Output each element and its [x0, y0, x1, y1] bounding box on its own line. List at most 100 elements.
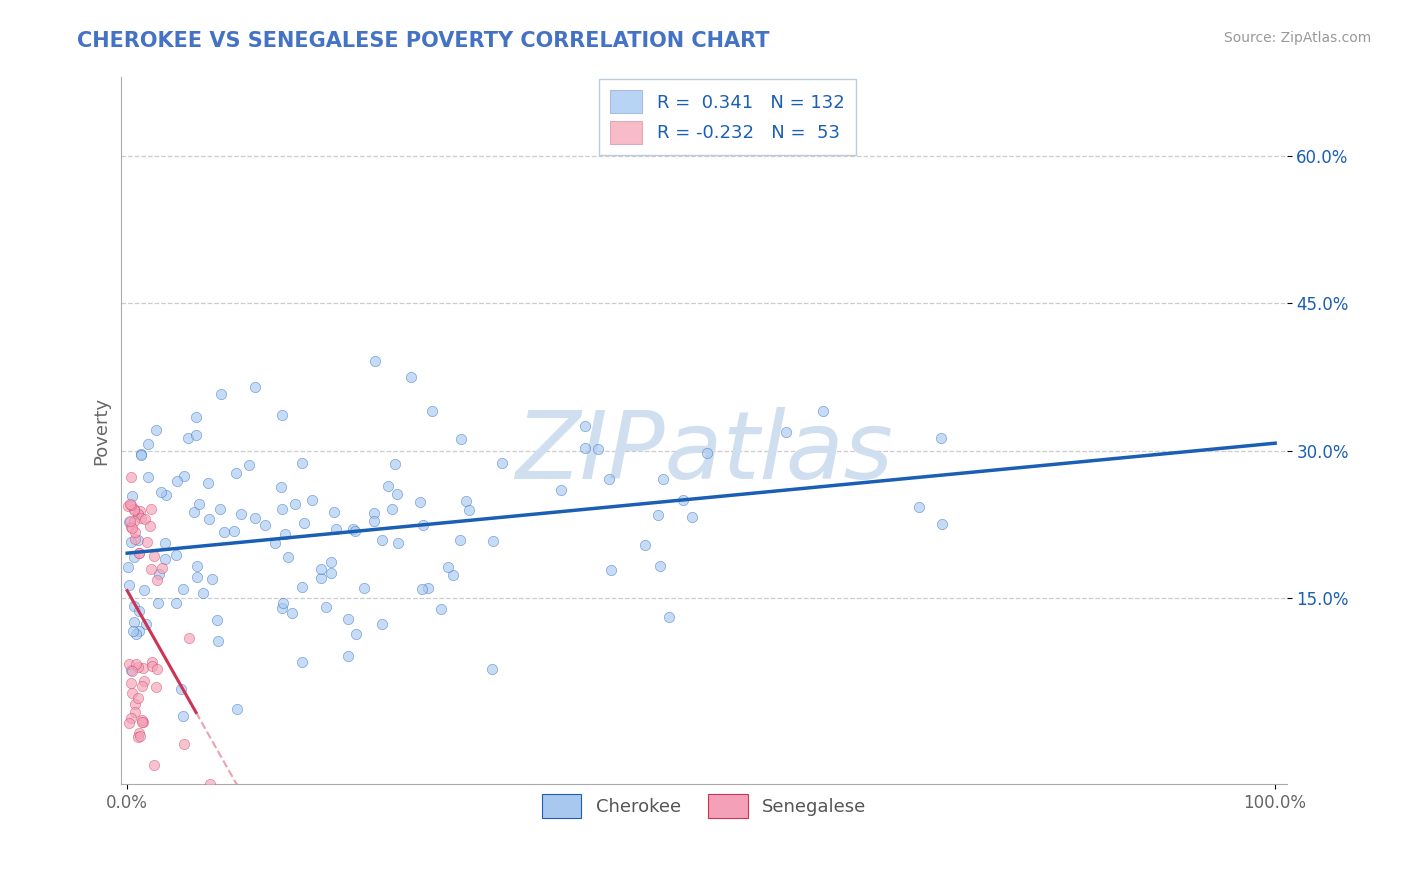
Point [658, 609, 681, 624]
Point [129, 447, 152, 461]
Point [120, 498, 142, 512]
Point [384, 457, 406, 471]
Point [134, 582, 156, 597]
Point [177, 431, 200, 445]
Point [118, 657, 141, 672]
Point [574, 419, 596, 434]
Point [600, 563, 623, 577]
Point [931, 517, 953, 532]
Point [121, 489, 143, 503]
Point [173, 469, 195, 483]
Point [145, 423, 167, 437]
Text: ZIPatlas: ZIPatlas [515, 407, 893, 498]
Point [121, 624, 143, 638]
Point [143, 549, 166, 564]
Point [139, 502, 162, 516]
Text: Source: ZipAtlas.com: Source: ZipAtlas.com [1223, 31, 1371, 45]
Point [120, 710, 142, 724]
Point [136, 436, 159, 450]
Point [281, 606, 304, 620]
Point [170, 681, 193, 696]
Point [309, 571, 332, 585]
Point [184, 409, 207, 424]
Point [172, 709, 194, 723]
Point [238, 458, 260, 472]
Point [129, 729, 152, 743]
Point [291, 580, 314, 594]
Point [811, 404, 834, 418]
Point [929, 431, 952, 445]
Point [270, 601, 292, 615]
Point [131, 679, 153, 693]
Point [457, 502, 479, 516]
Point [315, 599, 337, 614]
Point [264, 536, 287, 550]
Point [416, 582, 439, 596]
Point [122, 615, 145, 630]
Point [634, 538, 657, 552]
Point [443, 567, 465, 582]
Point [197, 475, 219, 490]
Point [165, 548, 187, 562]
Point [127, 508, 149, 522]
Point [127, 730, 149, 744]
Legend: Cherokee, Senegalese: Cherokee, Senegalese [534, 788, 873, 825]
Point [696, 446, 718, 460]
Point [377, 478, 399, 492]
Y-axis label: Poverty: Poverty [93, 397, 110, 465]
Point [124, 502, 146, 516]
Point [148, 566, 170, 581]
Point [481, 534, 503, 549]
Point [586, 442, 609, 456]
Point [118, 715, 141, 730]
Point [284, 497, 307, 511]
Point [124, 706, 146, 720]
Point [149, 485, 172, 500]
Point [131, 713, 153, 727]
Point [343, 524, 366, 538]
Point [128, 504, 150, 518]
Point [118, 514, 141, 528]
Point [226, 702, 249, 716]
Point [117, 559, 139, 574]
Point [385, 487, 408, 501]
Point [200, 777, 222, 791]
Point [193, 586, 215, 600]
Point [270, 502, 292, 516]
Point [273, 527, 295, 541]
Point [222, 524, 245, 538]
Point [155, 488, 177, 502]
Point [127, 507, 149, 521]
Point [125, 657, 148, 671]
Point [229, 507, 252, 521]
Point [139, 519, 162, 533]
Point [135, 616, 157, 631]
Point [363, 514, 385, 528]
Point [412, 518, 434, 533]
Text: CHEROKEE VS SENEGALESE POVERTY CORRELATION CHART: CHEROKEE VS SENEGALESE POVERTY CORRELATI… [77, 31, 770, 51]
Point [430, 602, 453, 616]
Point [150, 560, 173, 574]
Point [245, 379, 267, 393]
Point [120, 520, 142, 534]
Point [127, 533, 149, 547]
Point [243, 510, 266, 524]
Point [491, 456, 513, 470]
Point [129, 510, 152, 524]
Point [138, 470, 160, 484]
Point [128, 604, 150, 618]
Point [671, 492, 693, 507]
Point [172, 582, 194, 596]
Point [363, 506, 385, 520]
Point [121, 686, 143, 700]
Point [124, 524, 146, 539]
Point [122, 503, 145, 517]
Point [291, 655, 314, 669]
Point [184, 428, 207, 442]
Point [146, 596, 169, 610]
Point [201, 572, 224, 586]
Point [131, 715, 153, 730]
Point [449, 533, 471, 548]
Point [118, 578, 141, 592]
Point [145, 680, 167, 694]
